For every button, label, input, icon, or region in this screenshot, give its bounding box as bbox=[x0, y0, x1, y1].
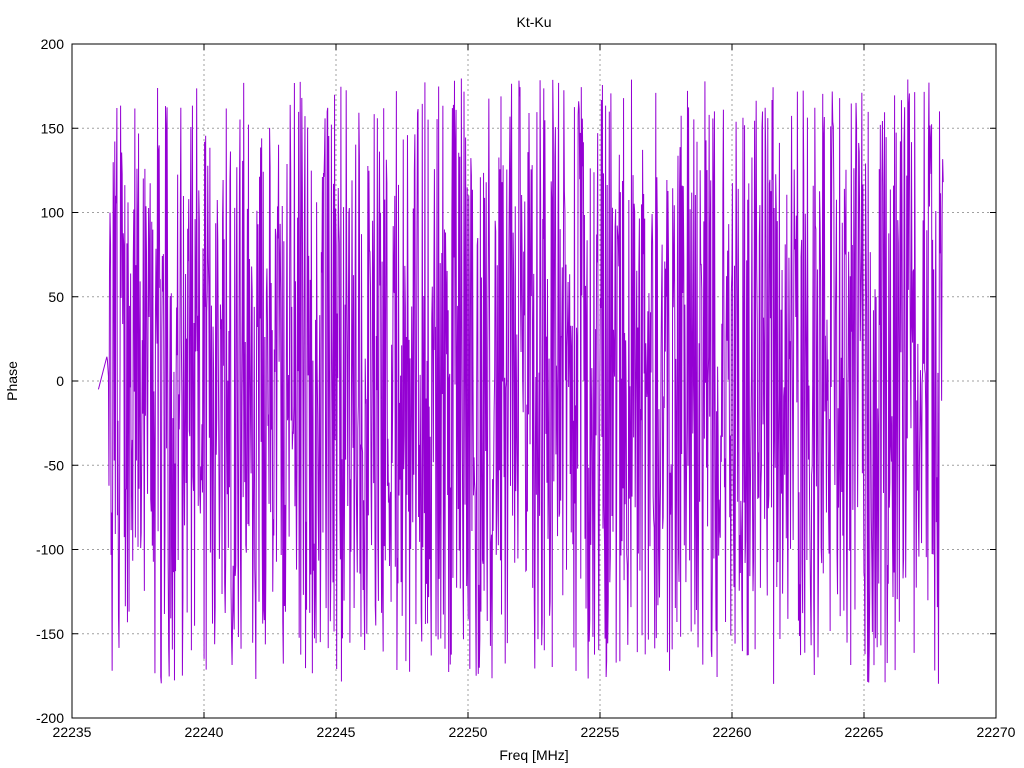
y-tick-label: 100 bbox=[41, 205, 65, 221]
y-tick-label: 50 bbox=[48, 289, 64, 305]
y-tick-label: -150 bbox=[36, 626, 64, 642]
y-axis-title: Phase bbox=[4, 361, 20, 401]
x-axis-title: Freq [MHz] bbox=[499, 747, 568, 763]
series bbox=[97, 78, 944, 684]
y-tick-label: 0 bbox=[56, 373, 64, 389]
x-tick-label: 22255 bbox=[581, 724, 620, 740]
x-tick-label: 22260 bbox=[713, 724, 752, 740]
axis-ticks: 22235 22240 22245 22250 22255 22260 22265 22270… bbox=[36, 36, 1016, 740]
x-tick-label: 22250 bbox=[449, 724, 488, 740]
x-tick-label: 22240 bbox=[185, 724, 224, 740]
y-tick-label: 200 bbox=[41, 36, 65, 52]
phase-series-line bbox=[97, 78, 944, 684]
x-tick-label: 22235 bbox=[53, 724, 92, 740]
y-tick-label: 150 bbox=[41, 120, 65, 136]
y-tick-label: -200 bbox=[36, 710, 64, 726]
chart-title: Kt-Ku bbox=[516, 14, 551, 30]
x-tick-label: 22245 bbox=[317, 724, 356, 740]
y-tick-label: -100 bbox=[36, 542, 64, 558]
y-tick-label: -50 bbox=[44, 457, 64, 473]
plot-frame bbox=[71, 43, 997, 719]
x-tick-label: 22265 bbox=[845, 724, 884, 740]
x-tick-label: 22270 bbox=[977, 724, 1016, 740]
